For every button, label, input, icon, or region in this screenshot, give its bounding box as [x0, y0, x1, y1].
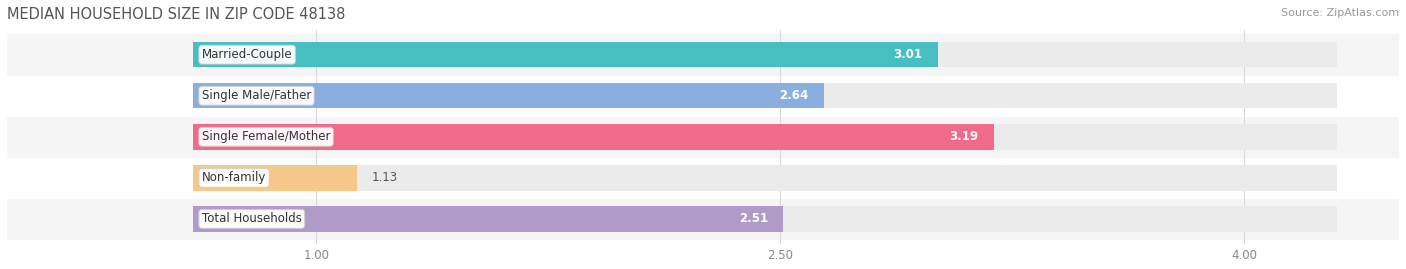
Text: Total Households: Total Households	[202, 212, 302, 225]
Text: Married-Couple: Married-Couple	[202, 48, 292, 61]
Bar	[193, 42, 938, 68]
Text: Single Male/Father: Single Male/Father	[202, 89, 311, 102]
Bar	[193, 165, 1337, 190]
Text: Single Female/Mother: Single Female/Mother	[202, 130, 330, 143]
Bar	[193, 206, 783, 232]
Bar	[7, 157, 1399, 198]
Text: 2.51: 2.51	[738, 212, 768, 225]
Bar	[193, 124, 1337, 150]
Text: 2.64: 2.64	[779, 89, 808, 102]
Text: Non-family: Non-family	[202, 171, 266, 184]
Bar	[193, 165, 357, 190]
Bar	[7, 34, 1399, 75]
Text: 3.01: 3.01	[894, 48, 922, 61]
Bar	[193, 42, 1337, 68]
Bar	[193, 124, 994, 150]
Bar	[7, 198, 1399, 239]
Bar	[193, 206, 1337, 232]
Bar	[193, 83, 1337, 108]
Bar	[7, 75, 1399, 116]
Bar	[193, 83, 824, 108]
Text: 3.19: 3.19	[949, 130, 979, 143]
Bar	[7, 116, 1399, 157]
Text: MEDIAN HOUSEHOLD SIZE IN ZIP CODE 48138: MEDIAN HOUSEHOLD SIZE IN ZIP CODE 48138	[7, 7, 346, 22]
Text: Source: ZipAtlas.com: Source: ZipAtlas.com	[1281, 8, 1399, 18]
Text: 1.13: 1.13	[373, 171, 398, 184]
